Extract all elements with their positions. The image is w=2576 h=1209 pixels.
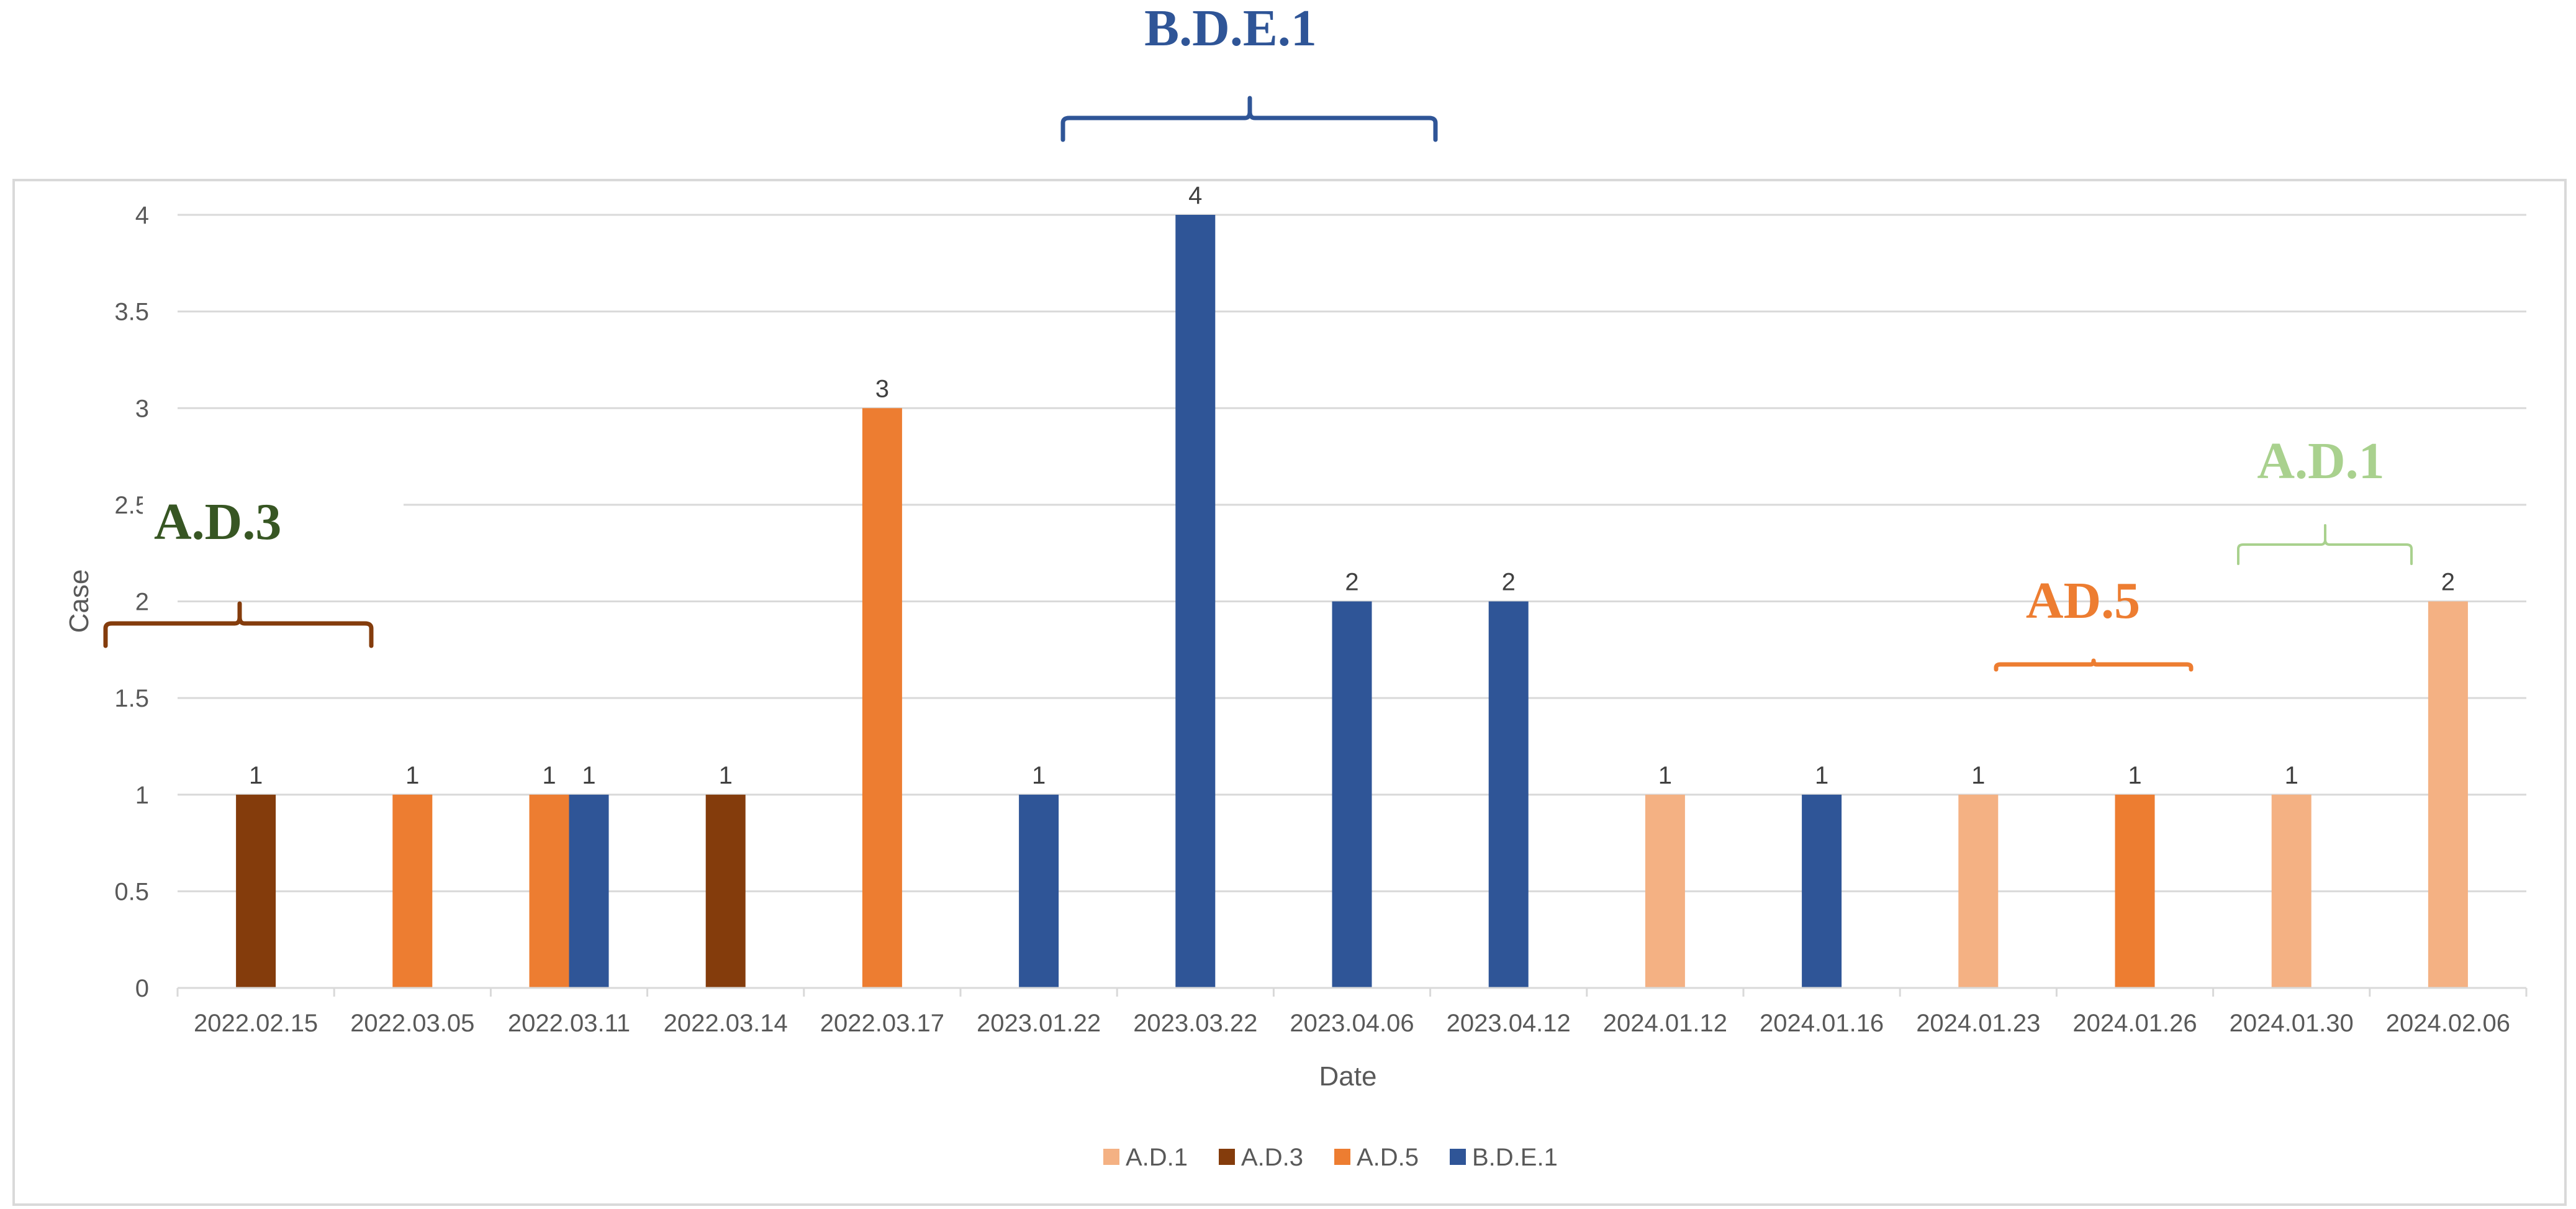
y-axis-title: Case bbox=[64, 569, 94, 633]
x-tick-label: 2024.01.26 bbox=[2072, 1010, 2197, 1037]
y-tick-label: 0.5 bbox=[114, 878, 149, 905]
x-tick-label: 2022.02.15 bbox=[194, 1010, 318, 1037]
legend-entry: A.D.3 bbox=[1241, 1144, 1303, 1171]
legend-entry: A.D.5 bbox=[1357, 1144, 1419, 1171]
bar-ad3 bbox=[236, 794, 276, 988]
y-tick-label: 2 bbox=[135, 589, 149, 616]
legend-swatch bbox=[1219, 1149, 1235, 1165]
x-tick-label: 2023.04.06 bbox=[1290, 1010, 1414, 1037]
bar-bde1 bbox=[1019, 794, 1059, 988]
data-label: 1 bbox=[582, 762, 595, 789]
bar-bde1 bbox=[1332, 601, 1372, 988]
x-tick-label: 2023.04.12 bbox=[1447, 1010, 1571, 1037]
data-label: 2 bbox=[2441, 569, 2455, 596]
x-tick-label: 2024.02.06 bbox=[2386, 1010, 2510, 1037]
bar-bde1 bbox=[1802, 794, 1842, 988]
y-tick-label: 3 bbox=[135, 395, 149, 422]
annotation-bde1-brace bbox=[1060, 96, 1438, 142]
bar-bde1 bbox=[569, 794, 609, 988]
x-tick-label: 2022.03.11 bbox=[508, 1010, 630, 1037]
y-tick-label: 3.5 bbox=[114, 299, 149, 326]
legend-entry: B.D.E.1 bbox=[1472, 1144, 1558, 1171]
data-label: 1 bbox=[2285, 762, 2298, 789]
x-tick-label: 2023.01.22 bbox=[977, 1010, 1101, 1037]
data-label: 1 bbox=[1815, 762, 1828, 789]
annotation-ad1-label: A.D.1 bbox=[2257, 432, 2384, 490]
legend: A.D.1 A.D.3 A.D.5 B.D.E.1 bbox=[1103, 1144, 1558, 1171]
x-tick-label: 2024.01.12 bbox=[1603, 1010, 1727, 1037]
bar-ad5 bbox=[2115, 794, 2155, 988]
data-label: 1 bbox=[1971, 762, 1985, 789]
legend-swatch bbox=[1450, 1149, 1466, 1165]
legend-swatch bbox=[1334, 1149, 1350, 1165]
data-label: 2 bbox=[1502, 569, 1516, 596]
data-label: 1 bbox=[1032, 762, 1046, 789]
y-tick-label: 4 bbox=[135, 202, 149, 229]
x-tick-label: 2023.03.22 bbox=[1133, 1010, 1257, 1037]
bar-bde1 bbox=[1488, 601, 1529, 988]
x-axis: 2022.02.15 2022.03.05 2022.03.11 2022.03.14… bbox=[176, 987, 2528, 1037]
annotation-ad3-brace bbox=[103, 601, 374, 648]
data-label: 2 bbox=[1345, 569, 1358, 596]
data-label: 1 bbox=[1658, 762, 1672, 789]
data-label: 4 bbox=[1188, 182, 1202, 209]
x-tick-label: 2024.01.30 bbox=[2230, 1010, 2354, 1037]
annotation-ad5-label: AD.5 bbox=[2026, 572, 2140, 630]
x-tick-label: 2024.01.16 bbox=[1760, 1010, 1884, 1037]
bar-ad5 bbox=[392, 794, 433, 988]
y-tick-label: 1.5 bbox=[114, 685, 149, 712]
x-tick-label: 2022.03.17 bbox=[820, 1010, 944, 1037]
bar-ad5 bbox=[529, 794, 569, 988]
bar-ad5 bbox=[862, 408, 902, 988]
bar-ad1 bbox=[1958, 794, 1999, 988]
annotation-ad1-brace bbox=[2237, 524, 2413, 565]
x-tick-label: 2024.01.23 bbox=[1916, 1010, 2040, 1037]
data-label: 1 bbox=[719, 762, 733, 789]
bar-ad1 bbox=[1645, 794, 1685, 988]
y-tick-label: 1 bbox=[135, 782, 149, 809]
legend-swatch bbox=[1103, 1149, 1119, 1165]
data-label: 3 bbox=[875, 375, 889, 402]
x-tick-label: 2022.03.14 bbox=[664, 1010, 788, 1037]
annotation-bde1-label: B.D.E.1 bbox=[1144, 0, 1317, 57]
x-axis-title: Date bbox=[1319, 1061, 1377, 1092]
y-tick-label: 0 bbox=[135, 975, 149, 1002]
bar-ad3 bbox=[705, 794, 746, 988]
data-label: 1 bbox=[2128, 762, 2141, 789]
annotation-ad3-label: A.D.3 bbox=[154, 493, 281, 551]
data-label: 1 bbox=[542, 762, 556, 789]
bar-ad1 bbox=[2428, 601, 2468, 988]
bar-ad1 bbox=[2271, 794, 2312, 988]
annotation-backdrop bbox=[143, 486, 404, 557]
x-tick-label: 2022.03.05 bbox=[350, 1010, 474, 1037]
annotation-ad5-brace bbox=[1994, 658, 2194, 672]
chart-frame bbox=[12, 179, 2567, 1206]
legend-entry: A.D.1 bbox=[1126, 1144, 1188, 1171]
data-label: 1 bbox=[249, 762, 263, 789]
bars bbox=[236, 215, 2468, 988]
data-label: 1 bbox=[405, 762, 419, 789]
bar-bde1 bbox=[1175, 215, 1216, 988]
